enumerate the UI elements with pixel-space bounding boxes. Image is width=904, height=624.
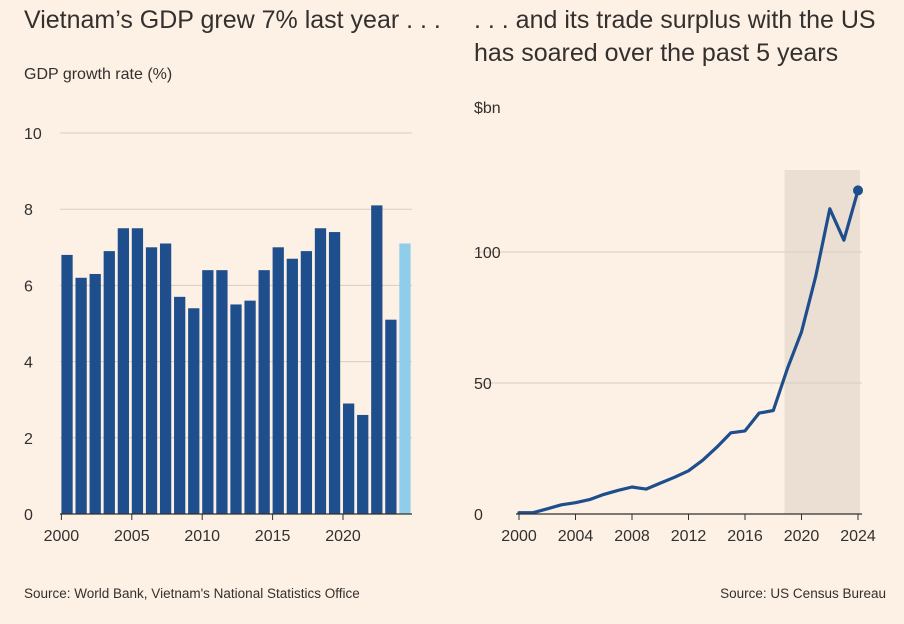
bar bbox=[188, 308, 200, 514]
x-tick-label: 2000 bbox=[44, 528, 80, 545]
end-point-marker bbox=[853, 185, 863, 196]
left-source-note: Source: World Bank, Vietnam's National S… bbox=[24, 586, 360, 601]
bar bbox=[145, 247, 158, 515]
bar bbox=[75, 277, 87, 514]
bar bbox=[174, 296, 186, 514]
x-tick-label: 2000 bbox=[501, 528, 537, 545]
x-tick-label: 2010 bbox=[184, 528, 220, 545]
y-tick-label: 50 bbox=[474, 376, 492, 393]
bar bbox=[357, 414, 369, 514]
x-tick-label: 2024 bbox=[840, 528, 876, 545]
bar bbox=[272, 247, 284, 515]
x-tick-label: 2004 bbox=[558, 528, 594, 545]
y-tick-label: 10 bbox=[24, 126, 42, 143]
bar bbox=[244, 300, 256, 514]
x-tick-label: 2016 bbox=[727, 528, 763, 545]
y-tick-label: 0 bbox=[474, 507, 483, 524]
bar bbox=[314, 228, 327, 514]
bar bbox=[216, 270, 228, 514]
left-y-axis-label: GDP growth rate (%) bbox=[24, 66, 173, 83]
bar bbox=[328, 232, 341, 514]
x-tick-label: 2005 bbox=[114, 528, 150, 545]
bar bbox=[258, 270, 270, 514]
bar bbox=[371, 205, 383, 514]
x-tick-label: 2020 bbox=[784, 528, 820, 545]
y-tick-label: 100 bbox=[474, 245, 501, 262]
bar bbox=[61, 254, 73, 515]
x-tick-label: 2012 bbox=[671, 528, 707, 545]
left-chart-title: Vietnam’s GDP grew 7% last year . . . bbox=[24, 6, 441, 34]
bar bbox=[230, 304, 242, 514]
bar bbox=[399, 243, 411, 515]
right-chart-title: . . . and its trade surplus with the US … bbox=[474, 6, 876, 67]
bar bbox=[343, 403, 355, 514]
bar bbox=[286, 258, 298, 514]
series-line bbox=[517, 188, 860, 515]
x-tick-label: 2008 bbox=[614, 528, 650, 545]
y-tick-label: 0 bbox=[24, 507, 33, 524]
bar bbox=[117, 228, 129, 514]
bar bbox=[385, 319, 397, 514]
x-tick-label: 2015 bbox=[255, 528, 291, 545]
bar bbox=[159, 243, 172, 515]
bar bbox=[202, 270, 214, 514]
y-tick-label: 6 bbox=[24, 278, 33, 295]
y-tick-label: 8 bbox=[24, 202, 33, 219]
bar bbox=[300, 251, 313, 515]
bar bbox=[89, 273, 101, 514]
bar bbox=[103, 251, 115, 515]
bar bbox=[131, 228, 144, 514]
y-tick-label: 4 bbox=[24, 355, 33, 372]
right-source-note: Source: US Census Bureau bbox=[720, 586, 886, 601]
right-y-axis-label: $bn bbox=[474, 100, 501, 117]
x-tick-label: 2020 bbox=[325, 528, 361, 545]
y-tick-label: 2 bbox=[24, 431, 33, 448]
